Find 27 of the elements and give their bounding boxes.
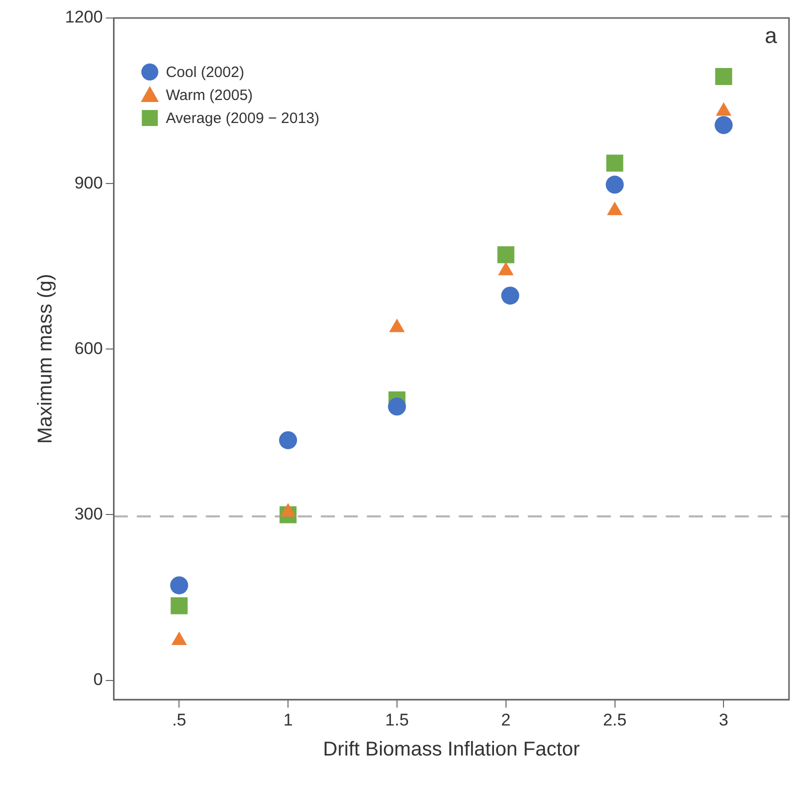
x-tick-label: 1 <box>283 710 293 730</box>
x-tick-label: 2 <box>501 710 511 730</box>
y-tick-label: 900 <box>74 173 103 192</box>
x-axis-title: Drift Biomass Inflation Factor <box>323 738 580 761</box>
point <box>501 286 520 305</box>
x-tick-label: .5 <box>172 710 186 730</box>
legend-label: Average (2009 − 2013) <box>166 110 320 128</box>
y-tick-label: 1200 <box>64 8 103 27</box>
point <box>606 154 624 172</box>
y-tick-label: 300 <box>74 504 103 524</box>
y-tick-label: 600 <box>74 338 103 358</box>
point <box>715 68 732 85</box>
y-tick-label: 0 <box>93 670 103 689</box>
y-axis-title: Maximum mass (g) <box>34 274 57 444</box>
x-tick-label: 3 <box>718 710 728 730</box>
point <box>170 597 188 614</box>
point <box>279 431 298 450</box>
x-tick-label: 1.5 <box>385 710 409 730</box>
x-tick-label: 2.5 <box>602 710 627 730</box>
point <box>170 576 188 594</box>
point <box>388 398 406 416</box>
point <box>714 116 733 134</box>
legend-label: Warm (2005) <box>166 87 253 104</box>
point <box>497 246 514 264</box>
point <box>606 176 624 194</box>
annotation: a <box>764 23 778 48</box>
legend-label: Cool (2002) <box>166 64 244 82</box>
